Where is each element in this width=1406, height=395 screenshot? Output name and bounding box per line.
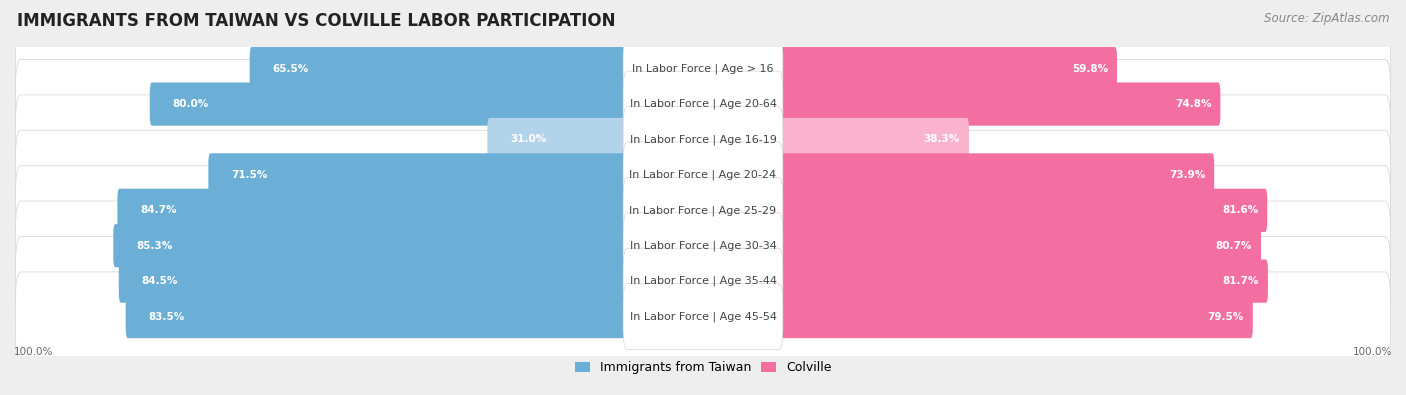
FancyBboxPatch shape (250, 47, 725, 90)
FancyBboxPatch shape (623, 107, 783, 172)
FancyBboxPatch shape (681, 118, 969, 161)
Text: In Labor Force | Age 20-64: In Labor Force | Age 20-64 (630, 99, 776, 109)
FancyBboxPatch shape (623, 142, 783, 208)
Text: 100.0%: 100.0% (1353, 347, 1392, 357)
FancyBboxPatch shape (15, 24, 1391, 113)
Text: 71.5%: 71.5% (231, 170, 267, 180)
Text: 84.5%: 84.5% (142, 276, 179, 286)
FancyBboxPatch shape (623, 177, 783, 243)
FancyBboxPatch shape (118, 260, 725, 303)
Text: 81.7%: 81.7% (1223, 276, 1258, 286)
FancyBboxPatch shape (681, 83, 1220, 126)
Text: IMMIGRANTS FROM TAIWAN VS COLVILLE LABOR PARTICIPATION: IMMIGRANTS FROM TAIWAN VS COLVILLE LABOR… (17, 12, 616, 30)
Text: In Labor Force | Age 20-24: In Labor Force | Age 20-24 (630, 169, 776, 180)
FancyBboxPatch shape (118, 189, 725, 232)
Text: In Labor Force | Age > 16: In Labor Force | Age > 16 (633, 64, 773, 74)
Text: 84.7%: 84.7% (141, 205, 177, 215)
FancyBboxPatch shape (681, 153, 1215, 196)
Text: In Labor Force | Age 45-54: In Labor Force | Age 45-54 (630, 311, 776, 322)
FancyBboxPatch shape (681, 224, 1261, 267)
FancyBboxPatch shape (15, 95, 1391, 184)
FancyBboxPatch shape (623, 248, 783, 314)
Legend: Immigrants from Taiwan, Colville: Immigrants from Taiwan, Colville (575, 361, 831, 374)
FancyBboxPatch shape (15, 272, 1391, 361)
Text: 80.0%: 80.0% (173, 99, 208, 109)
FancyBboxPatch shape (681, 47, 1116, 90)
Text: 31.0%: 31.0% (510, 134, 547, 145)
FancyBboxPatch shape (623, 36, 783, 102)
Text: 73.9%: 73.9% (1168, 170, 1205, 180)
FancyBboxPatch shape (623, 284, 783, 350)
Text: 100.0%: 100.0% (14, 347, 53, 357)
Text: 65.5%: 65.5% (273, 64, 309, 73)
Text: In Labor Force | Age 30-34: In Labor Force | Age 30-34 (630, 241, 776, 251)
FancyBboxPatch shape (15, 201, 1391, 290)
FancyBboxPatch shape (15, 237, 1391, 326)
FancyBboxPatch shape (681, 260, 1268, 303)
FancyBboxPatch shape (15, 166, 1391, 255)
FancyBboxPatch shape (150, 83, 725, 126)
FancyBboxPatch shape (623, 71, 783, 137)
Text: 38.3%: 38.3% (924, 134, 960, 145)
Text: 85.3%: 85.3% (136, 241, 173, 251)
Text: 83.5%: 83.5% (149, 312, 184, 322)
Text: 81.6%: 81.6% (1222, 205, 1258, 215)
FancyBboxPatch shape (208, 153, 725, 196)
Text: In Labor Force | Age 35-44: In Labor Force | Age 35-44 (630, 276, 776, 286)
Text: 80.7%: 80.7% (1216, 241, 1253, 251)
Text: 59.8%: 59.8% (1071, 64, 1108, 73)
Text: In Labor Force | Age 16-19: In Labor Force | Age 16-19 (630, 134, 776, 145)
Text: 79.5%: 79.5% (1208, 312, 1244, 322)
FancyBboxPatch shape (15, 59, 1391, 149)
FancyBboxPatch shape (125, 295, 725, 338)
Text: 74.8%: 74.8% (1175, 99, 1212, 109)
Text: Source: ZipAtlas.com: Source: ZipAtlas.com (1264, 12, 1389, 25)
Text: In Labor Force | Age 25-29: In Labor Force | Age 25-29 (630, 205, 776, 216)
FancyBboxPatch shape (623, 213, 783, 278)
FancyBboxPatch shape (488, 118, 725, 161)
FancyBboxPatch shape (114, 224, 725, 267)
FancyBboxPatch shape (681, 295, 1253, 338)
FancyBboxPatch shape (681, 189, 1267, 232)
FancyBboxPatch shape (15, 130, 1391, 220)
